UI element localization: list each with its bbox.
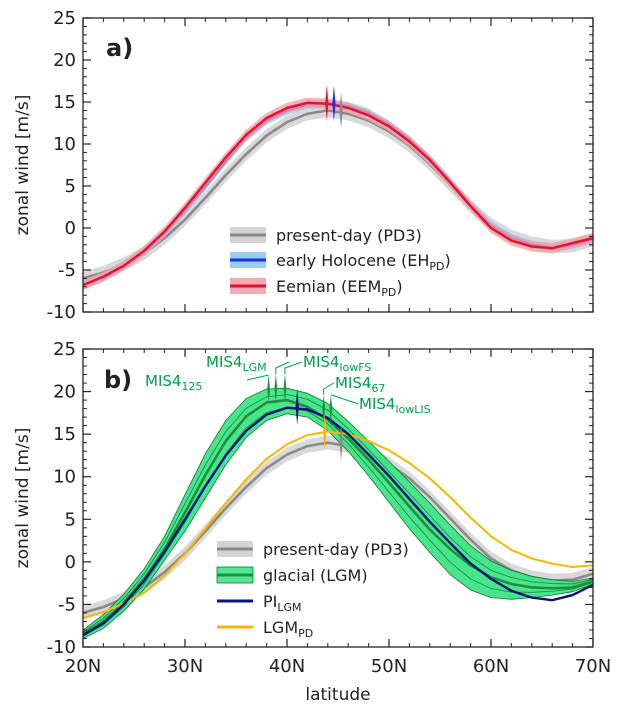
panel-b-legend: present-day (PD3) glacial (LGM) PILGM LGMPD: [216, 540, 409, 640]
lgm-pd-jet-marker: [323, 413, 327, 450]
x-tick-label: 20N: [65, 656, 101, 677]
svg-text:MIS4lowFS: MIS4lowFS: [303, 353, 371, 374]
legend-item-present-day-pd3: present-day (PD3): [230, 226, 422, 245]
x-tick-label: 60N: [473, 656, 509, 677]
glacial-lgm-band: [83, 387, 593, 639]
svg-text:MIS467: MIS467: [335, 374, 385, 395]
annotation-leader: [330, 394, 359, 405]
svg-text:MIS4lowLIS: MIS4lowLIS: [359, 395, 431, 416]
legend-label: LGMPD: [263, 618, 313, 640]
legend-item-eemian-eem-pd: Eemian (EEMPD): [230, 277, 403, 299]
glacial-lgm-line: [83, 398, 593, 636]
legend-label: Eemian (EEMPD): [276, 277, 403, 299]
annotation-mis4125: MIS4125: [145, 372, 269, 393]
panel-a-label: a): [106, 34, 133, 62]
panel-b-label: b): [104, 366, 132, 394]
y-tick-label: 25: [53, 339, 76, 360]
legend-item-early-holocene-eh-pd: early Holocene (EHPD): [230, 251, 451, 273]
annotation-leader: [275, 361, 290, 375]
legend-item-pi-lgm: PILGM: [217, 592, 302, 614]
legend-label: PILGM: [263, 592, 302, 614]
x-axis-label: latitude: [305, 685, 370, 705]
lgm-pd-line: [83, 430, 593, 620]
present-day-pd3-jet-marker: [339, 92, 343, 129]
legend-label: present-day (PD3): [276, 226, 422, 245]
pi-lgm-line: [83, 406, 593, 637]
jet-marker-mis4lowlis: [329, 394, 333, 423]
legend-item-glacial-lgm: glacial (LGM): [216, 566, 368, 585]
jet-marker-mis467: [322, 394, 326, 423]
y-tick-label: 10: [53, 134, 76, 155]
y-tick-label: 5: [65, 176, 76, 197]
svg-text:MIS4125: MIS4125: [145, 372, 202, 393]
y-tick-label: 0: [65, 552, 76, 573]
y-tick-label: -10: [47, 302, 76, 323]
y-tick-label: -5: [58, 260, 76, 281]
eemian-eem-pd-line: [83, 101, 593, 287]
annotation-mis467: MIS467: [323, 374, 385, 395]
legend-item-present-day-pd3: present-day (PD3): [217, 540, 409, 559]
panel-a-ylabel: zonal wind [m/s]: [13, 95, 33, 236]
jet-marker-mis4lowfs: [283, 374, 287, 403]
panel-a: -10 -5 0 5 10 15 20 25 a) zonal wind [m/s] pres…: [13, 8, 594, 323]
panel-b: -10 -5 0 5 10 15 20 25 b) zonal wind [m/s] MIS4…: [13, 339, 594, 658]
y-tick-label: 5: [65, 509, 76, 530]
jet-marker-mis4lgm: [274, 374, 278, 403]
x-tick-label: 40N: [269, 656, 305, 677]
y-tick-label: 15: [53, 424, 76, 445]
y-tick-label: 20: [53, 382, 76, 403]
y-tick-label: 15: [53, 92, 76, 113]
early-holocene-eh-pd-jet-marker: [332, 85, 336, 122]
y-tick-label: -10: [47, 637, 76, 658]
svg-text:MIS4LGM: MIS4LGM: [206, 353, 267, 374]
panel-a-legend: present-day (PD3) early Holocene (EHPD) Ee…: [230, 226, 451, 299]
annotation-mis4lowfs: MIS4lowFS: [284, 353, 371, 375]
panel-a-frame: [82, 17, 594, 313]
panel-b-ylabel: zonal wind [m/s]: [13, 428, 33, 569]
y-tick-label: 10: [53, 467, 76, 488]
annotation-leader: [284, 361, 303, 375]
legend-label: glacial (LGM): [263, 566, 368, 585]
panel-b-frame: [82, 348, 594, 648]
annotation-leader: [323, 382, 335, 395]
x-tick-label: 70N: [575, 656, 611, 677]
x-tick-label: 50N: [371, 656, 407, 677]
legend-label: early Holocene (EHPD): [276, 251, 451, 273]
y-tick-label: -5: [58, 594, 76, 615]
y-tick-label: 20: [53, 50, 76, 71]
present-day-pd3-jet-marker: [339, 424, 343, 461]
x-axis: 20N 30N 40N 50N 60N 70N: [65, 656, 611, 677]
y-tick-label: 25: [53, 8, 76, 29]
annotation-leader: [246, 374, 269, 381]
annotation-mis4lgm: MIS4LGM: [206, 353, 290, 375]
y-tick-label: 0: [65, 218, 76, 239]
pi-lgm-jet-marker: [295, 388, 299, 425]
annotation-mis4lowlis: MIS4lowLIS: [330, 394, 431, 416]
eemian-eem-pd-jet-marker: [325, 84, 329, 121]
glacial-member-line: [83, 394, 593, 633]
legend-label: present-day (PD3): [263, 540, 409, 559]
x-tick-label: 30N: [167, 656, 203, 677]
jet-marker-mis4125: [267, 375, 271, 404]
legend-item-lgm-pd: LGMPD: [217, 618, 313, 640]
